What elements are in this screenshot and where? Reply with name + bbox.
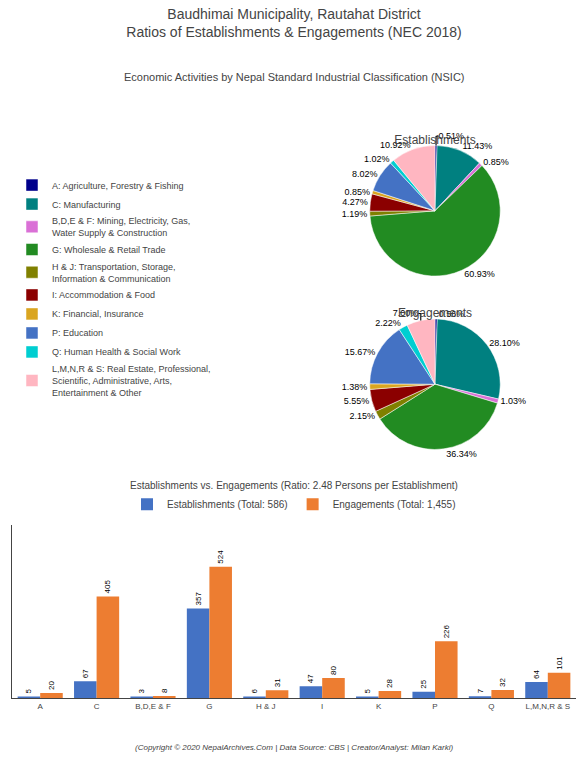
svg-text:8.02%: 8.02%: [352, 169, 378, 179]
svg-text:67: 67: [81, 669, 90, 678]
svg-text:K: Financial, Insurance: K: Financial, Insurance: [52, 309, 144, 319]
svg-text:1.03%: 1.03%: [501, 396, 527, 406]
svg-text:1.38%: 1.38%: [342, 382, 368, 392]
svg-text:A: Agriculture, Forestry & Fis: A: Agriculture, Forestry & Fishing: [52, 181, 184, 191]
svg-text:L,M,N,R & S: L,M,N,R & S: [526, 702, 570, 711]
svg-text:0.51%: 0.51%: [439, 131, 465, 141]
svg-text:Economic Activities by Nepal S: Economic Activities by Nepal Standard In…: [124, 71, 465, 83]
svg-text:B,D,E & F: Mining, Electricity: B,D,E & F: Mining, Electricity, Gas,Wate…: [52, 216, 190, 238]
svg-text:L,M,N,R & S: Real Estate, Prof: L,M,N,R & S: Real Estate, Professional,S…: [52, 364, 211, 397]
svg-text:G: G: [206, 702, 212, 711]
svg-text:0.85%: 0.85%: [344, 187, 370, 197]
svg-text:47: 47: [306, 674, 315, 683]
svg-text:Q: Human Health & Social Work: Q: Human Health & Social Work: [52, 347, 181, 357]
svg-text:25: 25: [419, 679, 428, 688]
svg-text:H & J: H & J: [256, 702, 276, 711]
svg-text:Q: Q: [488, 702, 494, 711]
svg-text:A: A: [38, 702, 44, 711]
svg-text:11.43%: 11.43%: [462, 141, 492, 151]
svg-text:80: 80: [329, 665, 338, 674]
svg-text:3: 3: [137, 689, 146, 694]
svg-text:28: 28: [385, 679, 394, 688]
svg-text:0.85%: 0.85%: [483, 157, 509, 167]
svg-text:I: Accommodation & Food: I: Accommodation & Food: [52, 290, 155, 300]
svg-text:10.92%: 10.92%: [380, 140, 411, 150]
svg-text:64: 64: [532, 670, 541, 679]
svg-text:226: 226: [442, 624, 451, 638]
svg-text:P: P: [432, 702, 437, 711]
svg-text:5: 5: [24, 689, 33, 694]
svg-text:Engagements: Engagements: [398, 306, 472, 320]
svg-text:524: 524: [216, 550, 225, 564]
svg-text:B,D,E & F: B,D,E & F: [135, 702, 171, 711]
svg-text:C: C: [94, 702, 100, 711]
svg-text:7: 7: [476, 688, 485, 693]
svg-text:15.67%: 15.67%: [345, 347, 376, 357]
svg-text:357: 357: [194, 592, 203, 606]
svg-text:Establishments (Total: 586): Establishments (Total: 586): [167, 499, 288, 510]
svg-text:2.15%: 2.15%: [350, 411, 376, 421]
svg-text:28.10%: 28.10%: [489, 338, 520, 348]
svg-text:101: 101: [555, 656, 564, 670]
svg-text:60.93%: 60.93%: [464, 269, 495, 279]
svg-text:(Copyright © 2020 NepalArchive: (Copyright © 2020 NepalArchives.Com | Da…: [135, 743, 454, 752]
svg-text:4.27%: 4.27%: [342, 197, 368, 207]
svg-text:2.22%: 2.22%: [375, 318, 401, 328]
svg-text:I: I: [321, 702, 323, 711]
svg-text:1.02%: 1.02%: [364, 154, 390, 164]
svg-text:20: 20: [47, 681, 56, 690]
svg-text:C: Manufacturing: C: Manufacturing: [52, 200, 121, 210]
svg-text:Establishments: Establishments: [394, 133, 475, 147]
svg-text:1.19%: 1.19%: [342, 209, 368, 219]
svg-text:36.34%: 36.34%: [446, 449, 477, 459]
svg-text:8: 8: [160, 688, 169, 693]
svg-text:6: 6: [250, 689, 259, 694]
svg-text:G: Wholesale & Retail Trade: G: Wholesale & Retail Trade: [52, 245, 166, 255]
svg-text:7.00%: 7.00%: [393, 308, 419, 318]
svg-text:405: 405: [103, 580, 112, 594]
svg-text:K: K: [376, 702, 382, 711]
svg-text:Engagements (Total: 1,455): Engagements (Total: 1,455): [333, 499, 456, 510]
svg-text:0.56%: 0.56%: [439, 309, 465, 319]
svg-text:32: 32: [498, 678, 507, 687]
svg-text:Establishments vs. Engagements: Establishments vs. Engagements (Ratio: 2…: [130, 480, 458, 491]
svg-text:31: 31: [273, 678, 282, 687]
svg-text:P: Education: P: Education: [52, 328, 103, 338]
svg-text:5: 5: [363, 689, 372, 694]
svg-text:Baudhimai Municipality, Rautah: Baudhimai Municipality, Rautahat Distric…: [126, 6, 461, 40]
svg-text:5.55%: 5.55%: [344, 396, 370, 406]
svg-text:H & J: Transportation, Storage: H & J: Transportation, Storage,Informati…: [52, 262, 176, 284]
